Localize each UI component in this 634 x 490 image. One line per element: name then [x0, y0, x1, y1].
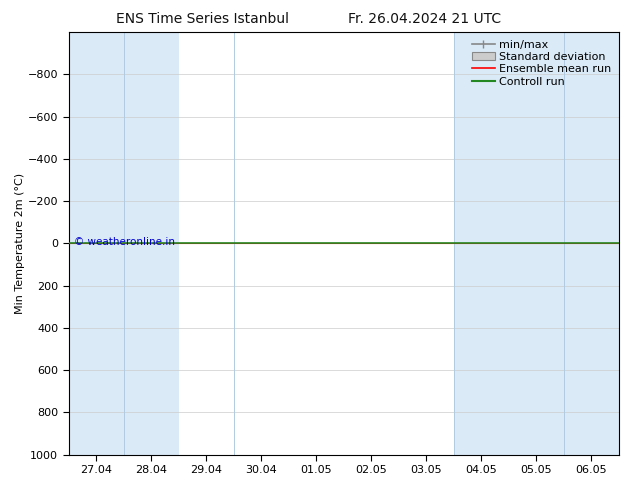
- Y-axis label: Min Temperature 2m (°C): Min Temperature 2m (°C): [15, 173, 25, 314]
- Text: ENS Time Series Istanbul: ENS Time Series Istanbul: [117, 12, 289, 26]
- Bar: [68, 32, 179, 455]
- Text: © weatheronline.in: © weatheronline.in: [74, 237, 175, 247]
- Bar: [564, 32, 619, 455]
- Text: Fr. 26.04.2024 21 UTC: Fr. 26.04.2024 21 UTC: [348, 12, 501, 26]
- Bar: [454, 32, 564, 455]
- Legend: min/max, Standard deviation, Ensemble mean run, Controll run: min/max, Standard deviation, Ensemble me…: [470, 38, 614, 89]
